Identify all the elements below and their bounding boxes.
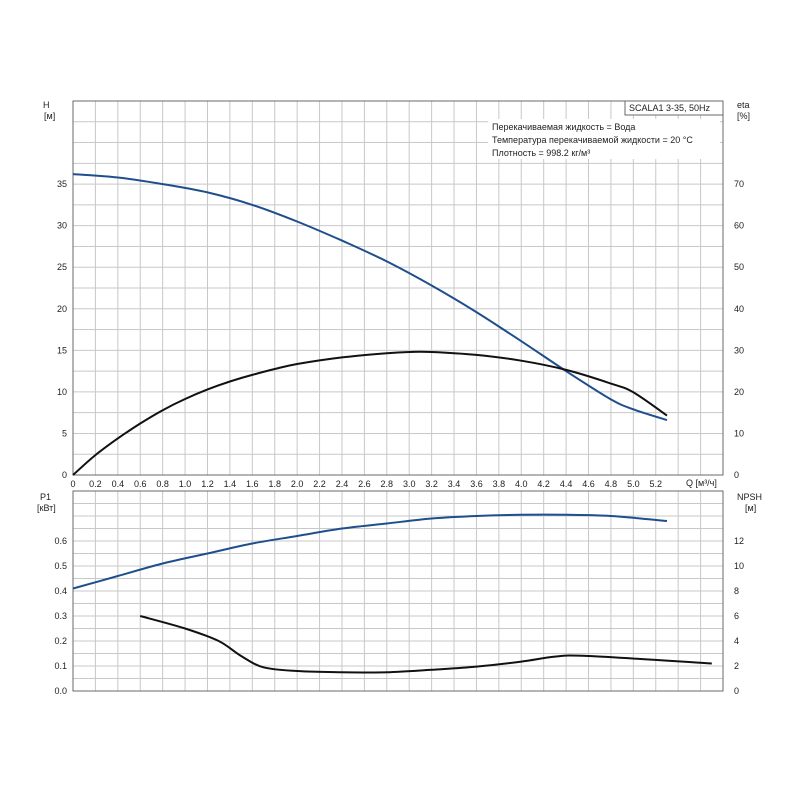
top-right-axis-unit: [%] [737,111,750,121]
left-tick-label: 0.6 [54,536,67,546]
right-tick-label: 12 [734,536,744,546]
npsh-curve [139,615,712,674]
x-tick-label: 4.8 [605,479,618,489]
bottom-right-axis-unit: [м] [745,503,756,513]
x-tick-label: 1.0 [179,479,192,489]
model-label-box [624,100,724,116]
right-tick-label: 4 [734,636,739,646]
note-temperature: Температура перекачиваемой жидкости = 20… [492,135,693,145]
x-tick-label: 0.2 [89,479,102,489]
right-tick-label: 0 [734,686,739,696]
right-tick-label: 60 [734,221,744,231]
right-tick-label: 70 [734,179,744,189]
x-tick-label: 4.6 [582,479,595,489]
right-tick-label: 50 [734,262,744,272]
left-tick-label: 30 [57,221,67,231]
x-tick-label: 0 [70,479,75,489]
right-tick-label: 40 [734,304,744,314]
x-tick-label: 5.0 [627,479,640,489]
x-tick-label: 0.6 [134,479,147,489]
x-tick-label: 4.4 [560,479,573,489]
x-tick-label: 1.2 [201,479,214,489]
x-tick-label: 2.0 [291,479,304,489]
x-tick-label: 0.8 [156,479,169,489]
bottom-tick-labels: 0.0 0.1 0.2 0.3 0.4 0.5 0.6 0 2 4 6 8 10 12 [54,536,744,696]
left-tick-label: 10 [57,387,67,397]
note-fluid: Перекачиваемая жидкость = Вода [492,122,635,132]
left-tick-label: 0.4 [54,586,67,596]
right-tick-label: 6 [734,611,739,621]
left-tick-label: 0 [62,470,67,480]
x-tick-label: 3.0 [403,479,416,489]
notes-background [488,119,720,159]
right-tick-label: 2 [734,661,739,671]
x-tick-label: 2.8 [381,479,394,489]
x-tick-label: 1.6 [246,479,259,489]
right-tick-label: 30 [734,345,744,355]
left-tick-label: 20 [57,304,67,314]
x-tick-label: 4.0 [515,479,528,489]
x-tick-label: 0.4 [112,479,125,489]
top-tick-labels: 0 5 10 15 20 25 30 35 0 10 20 30 40 50 60 70 0 0.2 0.4 0.6 0… [57,179,744,489]
top-left-axis-label: H [43,100,50,110]
x-tick-label: 1.8 [268,479,281,489]
right-tick-label: 0 [734,470,739,480]
x-axis-label: Q [м³/ч] [686,478,717,488]
x-tick-label: 1.4 [224,479,237,489]
x-tick-label: 3.8 [493,479,506,489]
left-tick-label: 15 [57,345,67,355]
x-tick-label: 2.6 [358,479,371,489]
bottom-grid [73,491,723,691]
bottom-plot-frame [72,490,724,692]
right-tick-label: 10 [734,561,744,571]
top-plot-frame [72,100,724,476]
model-label: SCALA1 3-35, 50Hz [629,103,711,113]
x-tick-label: 5.2 [650,479,663,489]
bottom-left-axis-label: P1 [40,492,51,502]
left-tick-label: 0.1 [54,661,67,671]
head-curve [72,173,668,422]
top-right-axis-label: eta [737,100,750,110]
curves [72,173,712,674]
left-tick-label: 5 [62,428,67,438]
right-tick-label: 20 [734,387,744,397]
x-tick-label: 2.2 [313,479,326,489]
right-tick-label: 8 [734,586,739,596]
left-tick-label: 25 [57,262,67,272]
x-tick-label: 4.2 [537,479,550,489]
left-tick-label: 0.0 [54,686,67,696]
x-tick-label: 3.6 [470,479,483,489]
left-tick-label: 0.3 [54,611,67,621]
efficiency-curve [72,350,668,476]
x-tick-label: 3.2 [425,479,438,489]
left-tick-label: 0.2 [54,636,67,646]
right-tick-label: 10 [734,428,744,438]
left-tick-label: 0.5 [54,561,67,571]
note-density: Плотность = 998.2 кг/м³ [492,148,590,158]
left-tick-label: 35 [57,179,67,189]
bottom-left-axis-unit: [кВт] [37,503,56,513]
x-tick-label: 2.4 [336,479,349,489]
top-left-axis-unit: [м] [44,111,55,121]
power-curve [72,513,668,590]
bottom-right-axis-label: NPSH [737,492,762,502]
x-tick-label: 3.4 [448,479,461,489]
